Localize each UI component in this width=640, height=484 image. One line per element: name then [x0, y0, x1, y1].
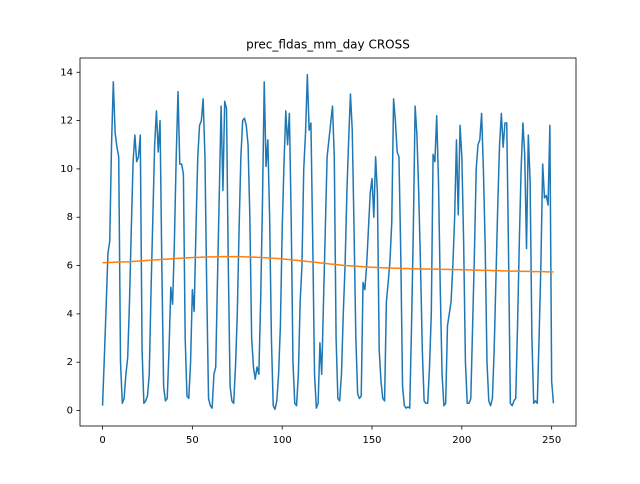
- chart-title: prec_fldas_mm_day CROSS: [246, 38, 410, 52]
- y-tick-label: 10: [60, 164, 73, 175]
- series-line: [101, 73, 555, 411]
- y-tick-label: 14: [60, 67, 73, 78]
- x-tick-label: 100: [273, 435, 292, 446]
- y-tick-label: 2: [67, 357, 73, 368]
- y-tick-label: 4: [67, 309, 73, 320]
- x-tick-label: 50: [186, 435, 199, 446]
- y-tick-label: 12: [60, 116, 73, 127]
- y-tick-label: 6: [67, 261, 73, 272]
- x-tick-label: 250: [542, 435, 561, 446]
- y-tick-label: 8: [67, 212, 73, 223]
- series-line: [102, 255, 554, 273]
- plot-frame: [79, 57, 577, 427]
- y-tick-label: 0: [67, 406, 73, 417]
- x-tick-label: 150: [362, 435, 381, 446]
- x-tick-label: 0: [99, 435, 105, 446]
- x-tick-label: 200: [452, 435, 471, 446]
